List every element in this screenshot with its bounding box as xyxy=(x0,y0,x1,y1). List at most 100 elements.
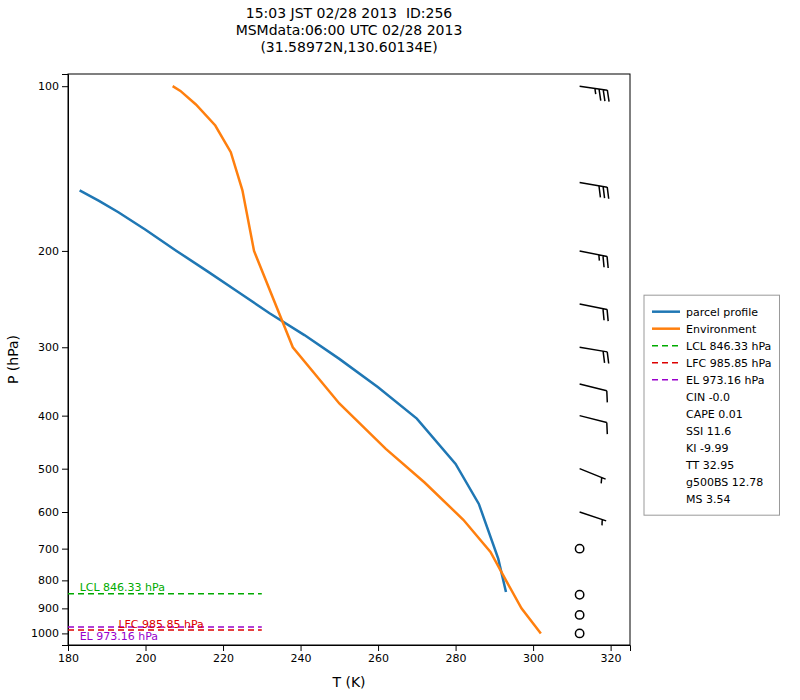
legend-swatch xyxy=(652,310,680,313)
legend: parcel profile Environment LCL 846.33 hPa L… xyxy=(644,295,779,515)
barb-shape xyxy=(580,347,609,363)
plot-area: 1802002202402602803003201002003004005006… xyxy=(5,74,631,690)
chart: 1802002202402602803003201002003004005006… xyxy=(0,0,800,700)
tick-label: 900 xyxy=(38,602,59,615)
tick-mark xyxy=(533,645,534,651)
legend-item: CIN -0.0 xyxy=(686,391,730,404)
legend-label: g500BS 12.78 xyxy=(686,476,763,489)
tick: 220 xyxy=(213,645,234,665)
legend-label: KI -9.99 xyxy=(686,442,728,455)
legend-item: MS 3.54 xyxy=(686,493,730,506)
tick-mark xyxy=(62,608,68,609)
legend-label: CIN -0.0 xyxy=(686,391,730,404)
legend-item: TT 32.95 xyxy=(685,459,734,472)
tick-label: 300 xyxy=(38,341,59,354)
legend-swatch xyxy=(652,379,680,381)
tick-label: 180 xyxy=(58,652,79,665)
barb-shape xyxy=(580,86,609,102)
wind-barb xyxy=(580,251,609,268)
barb-shape xyxy=(580,251,609,268)
tick-mark xyxy=(62,580,68,581)
legend-swatch xyxy=(652,327,680,330)
barb-empty xyxy=(575,629,583,637)
legend-label: Environment xyxy=(686,323,757,336)
wind-barb xyxy=(580,347,609,363)
tick: 500 xyxy=(38,463,68,476)
tick-mark xyxy=(301,645,302,651)
barb-shape xyxy=(580,384,608,402)
barb-empty xyxy=(575,544,583,552)
tick-mark xyxy=(62,416,68,417)
legend-item: LFC 985.85 hPa xyxy=(652,357,771,370)
legend-item: Environment xyxy=(652,323,757,336)
tick: 700 xyxy=(38,543,68,556)
tick-label: 280 xyxy=(446,652,467,665)
legend-item: SSI 11.6 xyxy=(686,425,731,438)
series-line xyxy=(80,190,506,592)
barb-empty xyxy=(575,611,583,619)
annotation: LFC 985.85 hPa xyxy=(118,618,203,631)
legend-item: EL 973.16 hPa xyxy=(652,374,764,387)
tick-mark xyxy=(62,251,68,252)
tick-mark xyxy=(62,512,68,513)
tick: 260 xyxy=(368,645,389,665)
tick: 300 xyxy=(38,341,68,354)
legend-label: SSI 11.6 xyxy=(686,425,731,438)
tick-label: 700 xyxy=(38,543,59,556)
tick-mark xyxy=(62,633,68,634)
legend-item: CAPE 0.01 xyxy=(686,408,743,421)
legend-label: LCL 846.33 hPa xyxy=(686,340,771,353)
wind-barb xyxy=(580,416,608,434)
title-line: (31.58972N,130.60134E) xyxy=(260,39,437,55)
tick-mark xyxy=(378,645,379,651)
tick-label: 200 xyxy=(136,652,157,665)
tick: 200 xyxy=(38,245,68,258)
tick: 200 xyxy=(136,645,157,665)
tick: 600 xyxy=(38,506,68,519)
tick-label: 600 xyxy=(38,506,59,519)
legend-swatch xyxy=(652,362,680,364)
axis-line xyxy=(69,646,631,652)
tick: 300 xyxy=(523,645,544,665)
wind-barb xyxy=(575,544,583,552)
legend-label: TT 32.95 xyxy=(685,459,734,472)
axis-line xyxy=(62,75,69,646)
data-layer xyxy=(68,86,609,637)
tick-label: 260 xyxy=(368,652,389,665)
annotation: EL 973.16 hPa xyxy=(80,630,158,643)
legend-label: LFC 985.85 hPa xyxy=(686,357,771,370)
tick: 100 xyxy=(38,80,68,93)
wind-barb xyxy=(580,384,608,402)
tick: 800 xyxy=(38,574,68,587)
legend-item: parcel profile xyxy=(652,306,758,319)
tick-label: 800 xyxy=(38,574,59,587)
tick: 1000 xyxy=(31,627,68,640)
tick: 280 xyxy=(446,645,467,665)
wind-barb xyxy=(580,469,606,484)
tick: 180 xyxy=(58,645,79,665)
tick-label: 220 xyxy=(213,652,234,665)
x-axis: 180200220240260280300320 xyxy=(58,645,631,665)
tick-label: 100 xyxy=(38,80,59,93)
tick-mark xyxy=(456,645,457,651)
barb-empty xyxy=(575,591,583,599)
tick-mark xyxy=(62,86,68,87)
tick-label: 300 xyxy=(523,652,544,665)
legend-label: MS 3.54 xyxy=(686,493,730,506)
legend-label: EL 973.16 hPa xyxy=(686,374,764,387)
tick-label: 200 xyxy=(38,245,59,258)
x-axis-title: T (K) xyxy=(331,674,365,690)
y-axis-title: P (hPa) xyxy=(5,335,21,384)
wind-barb xyxy=(580,304,609,321)
wind-barb xyxy=(575,611,583,619)
plot-frame xyxy=(68,74,630,645)
tick: 240 xyxy=(291,645,312,665)
series-line xyxy=(173,86,541,633)
legend-swatch xyxy=(652,345,680,347)
y-axis: 1002003004005006007008009001000 xyxy=(31,75,69,646)
tick-mark xyxy=(62,469,68,470)
legend-box xyxy=(644,295,779,515)
legend-item: g500BS 12.78 xyxy=(686,476,763,489)
annotations: LCL 846.33 hPaEL 973.16 hPaLFC 985.85 hP… xyxy=(80,581,204,643)
tick-mark xyxy=(62,347,68,348)
